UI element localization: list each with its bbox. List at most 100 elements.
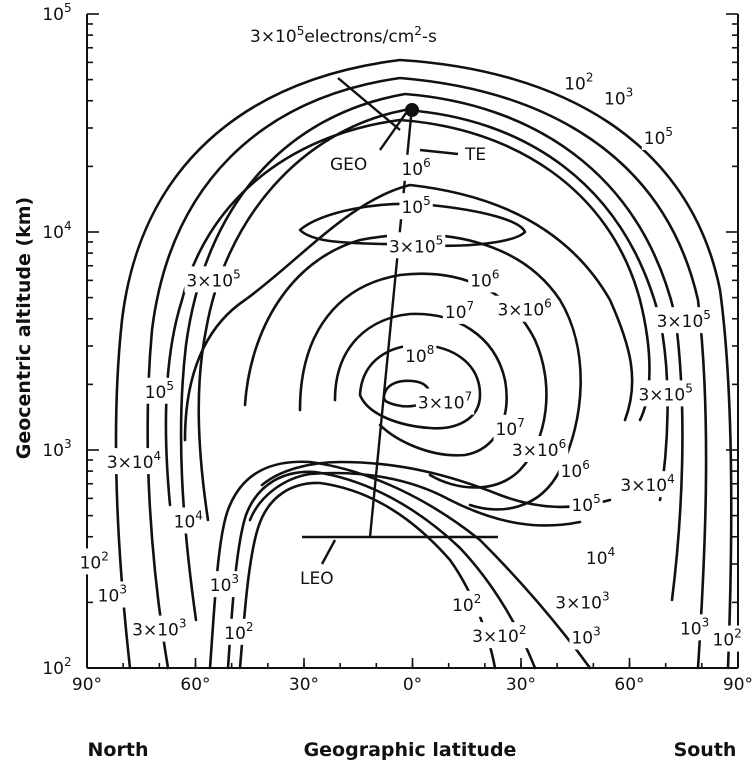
contour-horn-5	[260, 460, 612, 509]
contour-label-bg	[636, 380, 695, 407]
y-tick-label: 104	[42, 219, 71, 243]
y-axis-label: Geocentric altitude (km)	[13, 197, 35, 460]
geo-marker	[405, 103, 419, 117]
contour-label: 3×105	[186, 267, 240, 291]
contour-label-bg	[442, 297, 477, 324]
contour-label-bg	[569, 623, 603, 650]
contour-label-bg	[130, 615, 189, 642]
contour-label: 106	[470, 267, 499, 291]
contour-label: 3×106	[497, 297, 551, 321]
contour-label: 107	[496, 416, 525, 440]
contour-label: 103	[680, 615, 709, 639]
contour-1e5-loop	[298, 202, 527, 248]
x-tick-label: 0°	[403, 675, 422, 695]
x-tick-label: 30°	[506, 675, 536, 695]
contour-label: 3×104	[107, 449, 161, 473]
contour-label-bg	[403, 341, 437, 368]
contour-label: 105	[401, 194, 430, 218]
contour-label-bg	[184, 266, 243, 293]
contour-outer-2	[146, 76, 708, 670]
contour-label-bg	[104, 448, 164, 475]
contour-label: 103	[604, 85, 633, 109]
contour-label-bg	[495, 295, 554, 322]
contour-label: 105	[571, 492, 600, 516]
contour-label-bg	[641, 123, 676, 150]
contour-3e7	[358, 343, 482, 430]
contour-3e6	[298, 272, 548, 489]
flux-annotation: 3×105electrons/cm2-s	[250, 24, 437, 47]
contour-label: 3×104	[620, 472, 674, 496]
contour-label-bg	[583, 543, 618, 570]
contour-label-bg	[399, 193, 433, 220]
contour-label-bg	[386, 232, 446, 259]
contour-label-bg	[77, 548, 111, 575]
x-axis-right-end-label: South	[674, 739, 737, 761]
y-tick-label: 103	[42, 437, 71, 461]
contour-label: 102	[713, 627, 742, 651]
contour-label: 103	[210, 572, 239, 596]
y-tick-label: 102	[42, 655, 71, 679]
contour-1e7	[333, 312, 508, 457]
contour-label: 105	[145, 379, 174, 403]
contour-label: 108	[405, 343, 434, 367]
contour-label: 3×106	[512, 437, 566, 461]
contour-label-bg	[558, 457, 592, 484]
x-tick-label: 90°	[723, 675, 753, 695]
contour-label-bg	[618, 471, 677, 498]
contour-label: 3×103	[555, 589, 609, 613]
contour-label: 3×107	[418, 390, 472, 414]
contour-label: 102	[452, 592, 481, 616]
contour-label-bg	[399, 154, 433, 181]
geo-label: GEO	[330, 155, 367, 175]
contour-label: 3×102	[472, 623, 526, 647]
x-tick-label: 90°	[72, 675, 102, 695]
x-tick-label: 60°	[180, 675, 210, 695]
contour-label: 106	[401, 156, 430, 180]
contour-3e5-outer	[183, 183, 634, 442]
contour-label-bg	[95, 581, 129, 608]
te-pointer-line	[419, 148, 459, 156]
contour-label-bg	[450, 590, 484, 617]
contour-label-bg	[468, 266, 502, 293]
te-label: TE	[464, 145, 486, 165]
contour-label: 103	[98, 583, 127, 607]
contour-1e6-outer	[243, 233, 582, 511]
contour-horn-3	[238, 481, 497, 670]
contour-label: 3×103	[132, 617, 186, 641]
contour-label-bg	[602, 84, 636, 111]
contour-label: 3×105	[389, 233, 443, 257]
geo-pointer-line	[379, 112, 407, 151]
contour-label: 102	[224, 620, 253, 644]
contour-label: 105	[644, 125, 673, 149]
flux-pointer-line	[337, 77, 401, 131]
contour-label: 103	[571, 625, 600, 649]
contour-label-bg	[222, 618, 256, 645]
contour-label-bg	[562, 69, 596, 96]
contour-label-bg	[509, 436, 569, 462]
contour-label-bg	[654, 307, 713, 334]
contour-label: 107	[445, 299, 474, 323]
contour-lines	[114, 58, 733, 670]
contour-label-bg	[171, 507, 205, 534]
leo-label: LEO	[300, 569, 334, 589]
x-tick-label: 30°	[289, 675, 319, 695]
leo-pointer-line	[320, 539, 337, 565]
contour-horn-1	[208, 460, 592, 670]
x-tick-label: 60°	[614, 675, 644, 695]
contour-label: 106	[561, 458, 590, 482]
x-axis-left-end-label: North	[88, 739, 149, 761]
contour-label-bg	[470, 622, 529, 649]
contour-label-bg	[142, 377, 176, 404]
contour-label: 104	[586, 545, 615, 569]
contour-label: 102	[80, 549, 109, 573]
contour-outer-1	[114, 58, 733, 670]
contour-label-bg	[207, 571, 242, 598]
y-tick-label: 105	[42, 1, 71, 25]
contour-label: 102	[564, 70, 593, 94]
contour-label-bg	[677, 614, 712, 641]
contour-label-bg	[569, 490, 603, 517]
contour-label-bg	[710, 625, 744, 652]
x-axis-label: Geographic latitude	[304, 739, 517, 761]
contour-label: 3×105	[657, 308, 711, 332]
